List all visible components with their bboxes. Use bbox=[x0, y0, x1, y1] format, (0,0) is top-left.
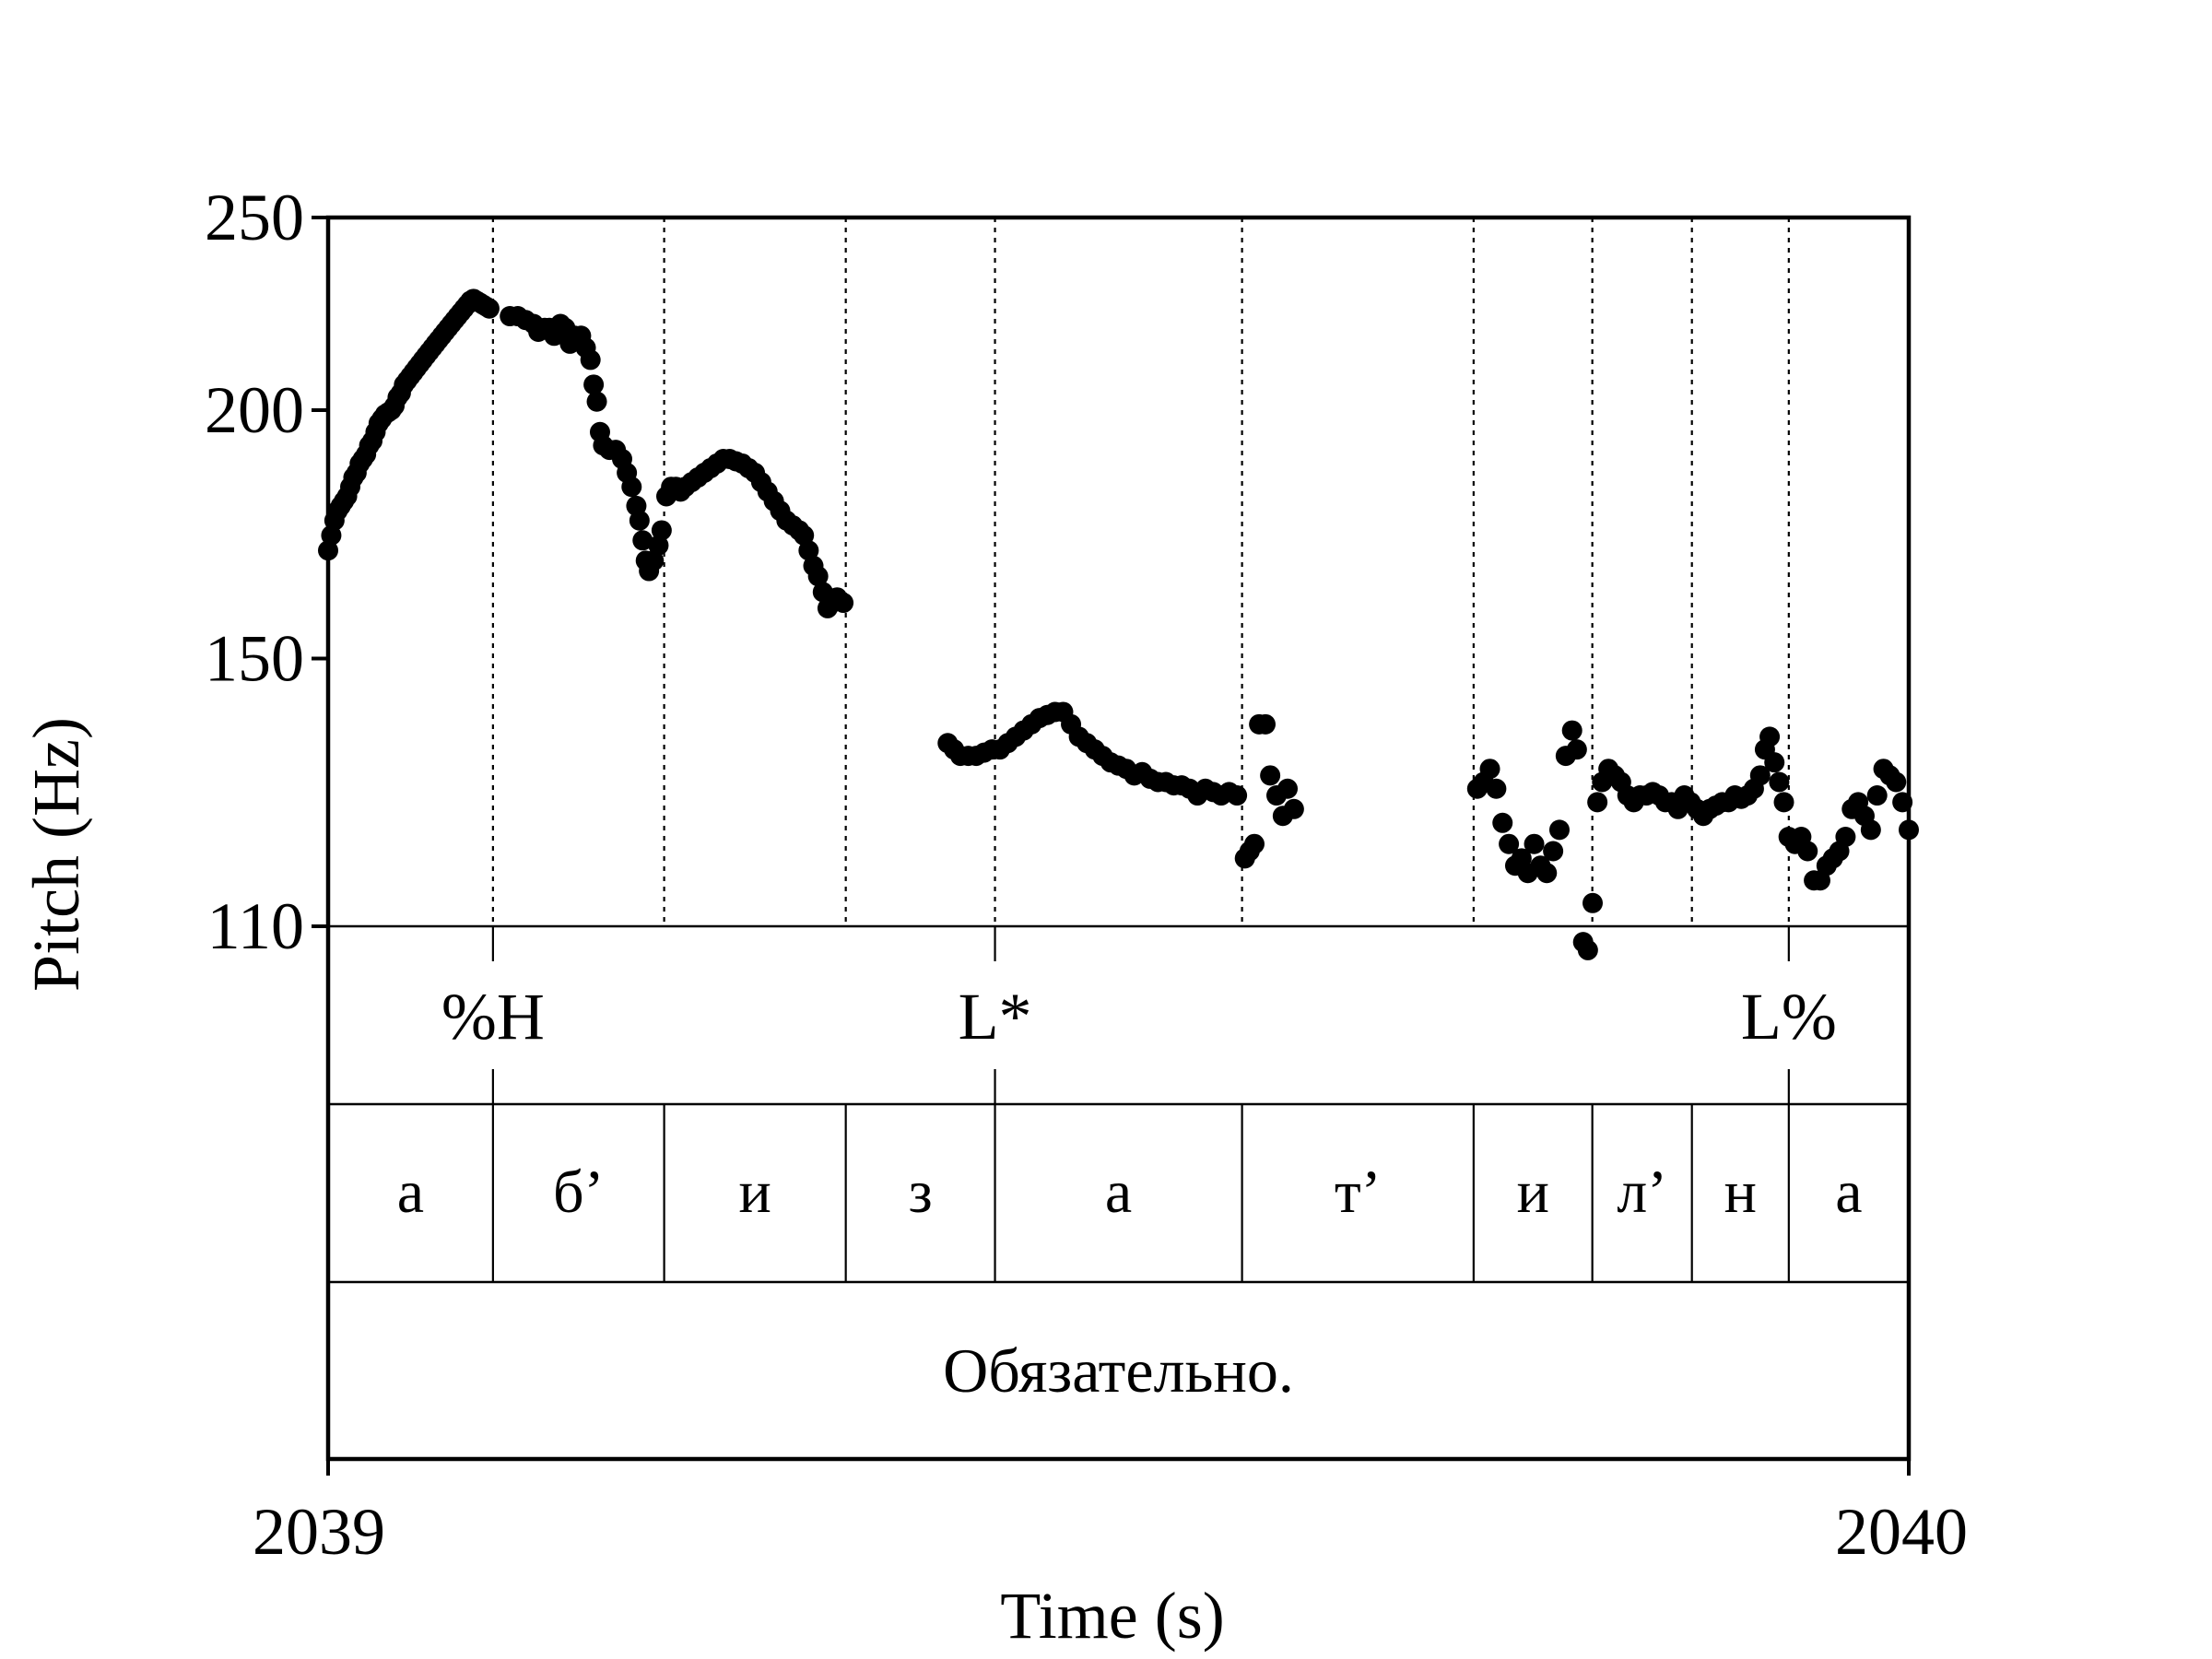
pitch-point bbox=[1499, 833, 1520, 854]
axes: Time (s) Pitch (Hz) 2039 2040 110 150 200 2… bbox=[19, 181, 1968, 1653]
pitch-point bbox=[1254, 713, 1276, 735]
pitch-point bbox=[1260, 765, 1281, 786]
pitch-point bbox=[583, 374, 605, 395]
tier-labels: %H L* L% а б’ и з а т’ и л’ н а Обязательно. bbox=[397, 980, 1863, 1406]
pitch-point bbox=[1479, 759, 1500, 780]
boundary-lines bbox=[491, 218, 1790, 1282]
pitch-point bbox=[1769, 771, 1790, 793]
pitch-point bbox=[1577, 939, 1598, 960]
pitch-point bbox=[1764, 752, 1785, 773]
pitch-point bbox=[1759, 726, 1781, 747]
x-tick-label-end: 2040 bbox=[1835, 1495, 1968, 1569]
chart-frame bbox=[325, 215, 1912, 1462]
pitch-point bbox=[632, 530, 653, 551]
pitch-point bbox=[1835, 827, 1856, 848]
x-axis-label: Time (s) bbox=[1000, 1579, 1224, 1653]
pitch-point bbox=[1524, 833, 1545, 854]
pitch-point bbox=[629, 510, 650, 531]
y-tick-label: 200 bbox=[205, 373, 304, 447]
pitch-point bbox=[1536, 863, 1558, 884]
pitch-point bbox=[1749, 765, 1771, 786]
pitch-point bbox=[580, 349, 601, 371]
tone-label: L* bbox=[959, 980, 1032, 1053]
segment-label: а bbox=[397, 1159, 424, 1226]
y-tick-label: 110 bbox=[207, 889, 304, 963]
pitch-point bbox=[1860, 819, 1881, 841]
segment-label: н bbox=[1724, 1159, 1757, 1226]
x-tick-label-start: 2039 bbox=[253, 1495, 385, 1569]
y-tick-label: 250 bbox=[205, 181, 304, 254]
pitch-point bbox=[621, 477, 642, 498]
y-axis-label: Pitch (Hz) bbox=[19, 717, 93, 992]
pitch-point bbox=[651, 520, 672, 541]
pitch-point bbox=[1277, 778, 1299, 799]
pitch-point bbox=[798, 540, 819, 561]
segment-label: а bbox=[1835, 1159, 1862, 1226]
pitch-point bbox=[1227, 785, 1248, 806]
pitch-point bbox=[1548, 819, 1570, 841]
pitch-point bbox=[1566, 739, 1587, 760]
tone-label: %H bbox=[441, 980, 545, 1053]
pitch-point bbox=[1587, 792, 1608, 813]
pitch-point bbox=[1797, 841, 1818, 862]
pitch-point bbox=[478, 298, 500, 319]
pitch-point bbox=[833, 593, 854, 614]
pitch-point bbox=[1773, 792, 1794, 813]
segment-label: и bbox=[1517, 1159, 1549, 1226]
pitch-point bbox=[1492, 812, 1513, 833]
pitch-point bbox=[1583, 892, 1603, 913]
pitch-point bbox=[643, 550, 665, 571]
segment-label: т’ bbox=[1335, 1159, 1382, 1226]
segment-label: а bbox=[1105, 1159, 1132, 1226]
pitch-point bbox=[1561, 720, 1583, 741]
pitch-point bbox=[1886, 771, 1907, 793]
pitch-point bbox=[807, 566, 829, 587]
pitch-point bbox=[1283, 798, 1304, 819]
word-label: Обязательно. bbox=[943, 1335, 1294, 1406]
pitch-point bbox=[586, 391, 607, 412]
pitch-point bbox=[1866, 785, 1888, 806]
pitch-point bbox=[1486, 778, 1507, 799]
pitch-point bbox=[1543, 841, 1564, 862]
segment-label: б’ bbox=[553, 1159, 605, 1226]
y-tick-label: 150 bbox=[205, 621, 304, 695]
pitch-point bbox=[1243, 833, 1265, 854]
segment-label: и bbox=[738, 1159, 771, 1226]
plot-border bbox=[325, 215, 1912, 1462]
segment-label: з bbox=[909, 1159, 933, 1226]
tone-label: L% bbox=[1741, 980, 1837, 1053]
pitch-points bbox=[318, 288, 1919, 960]
segment-label: л’ bbox=[1617, 1159, 1667, 1226]
